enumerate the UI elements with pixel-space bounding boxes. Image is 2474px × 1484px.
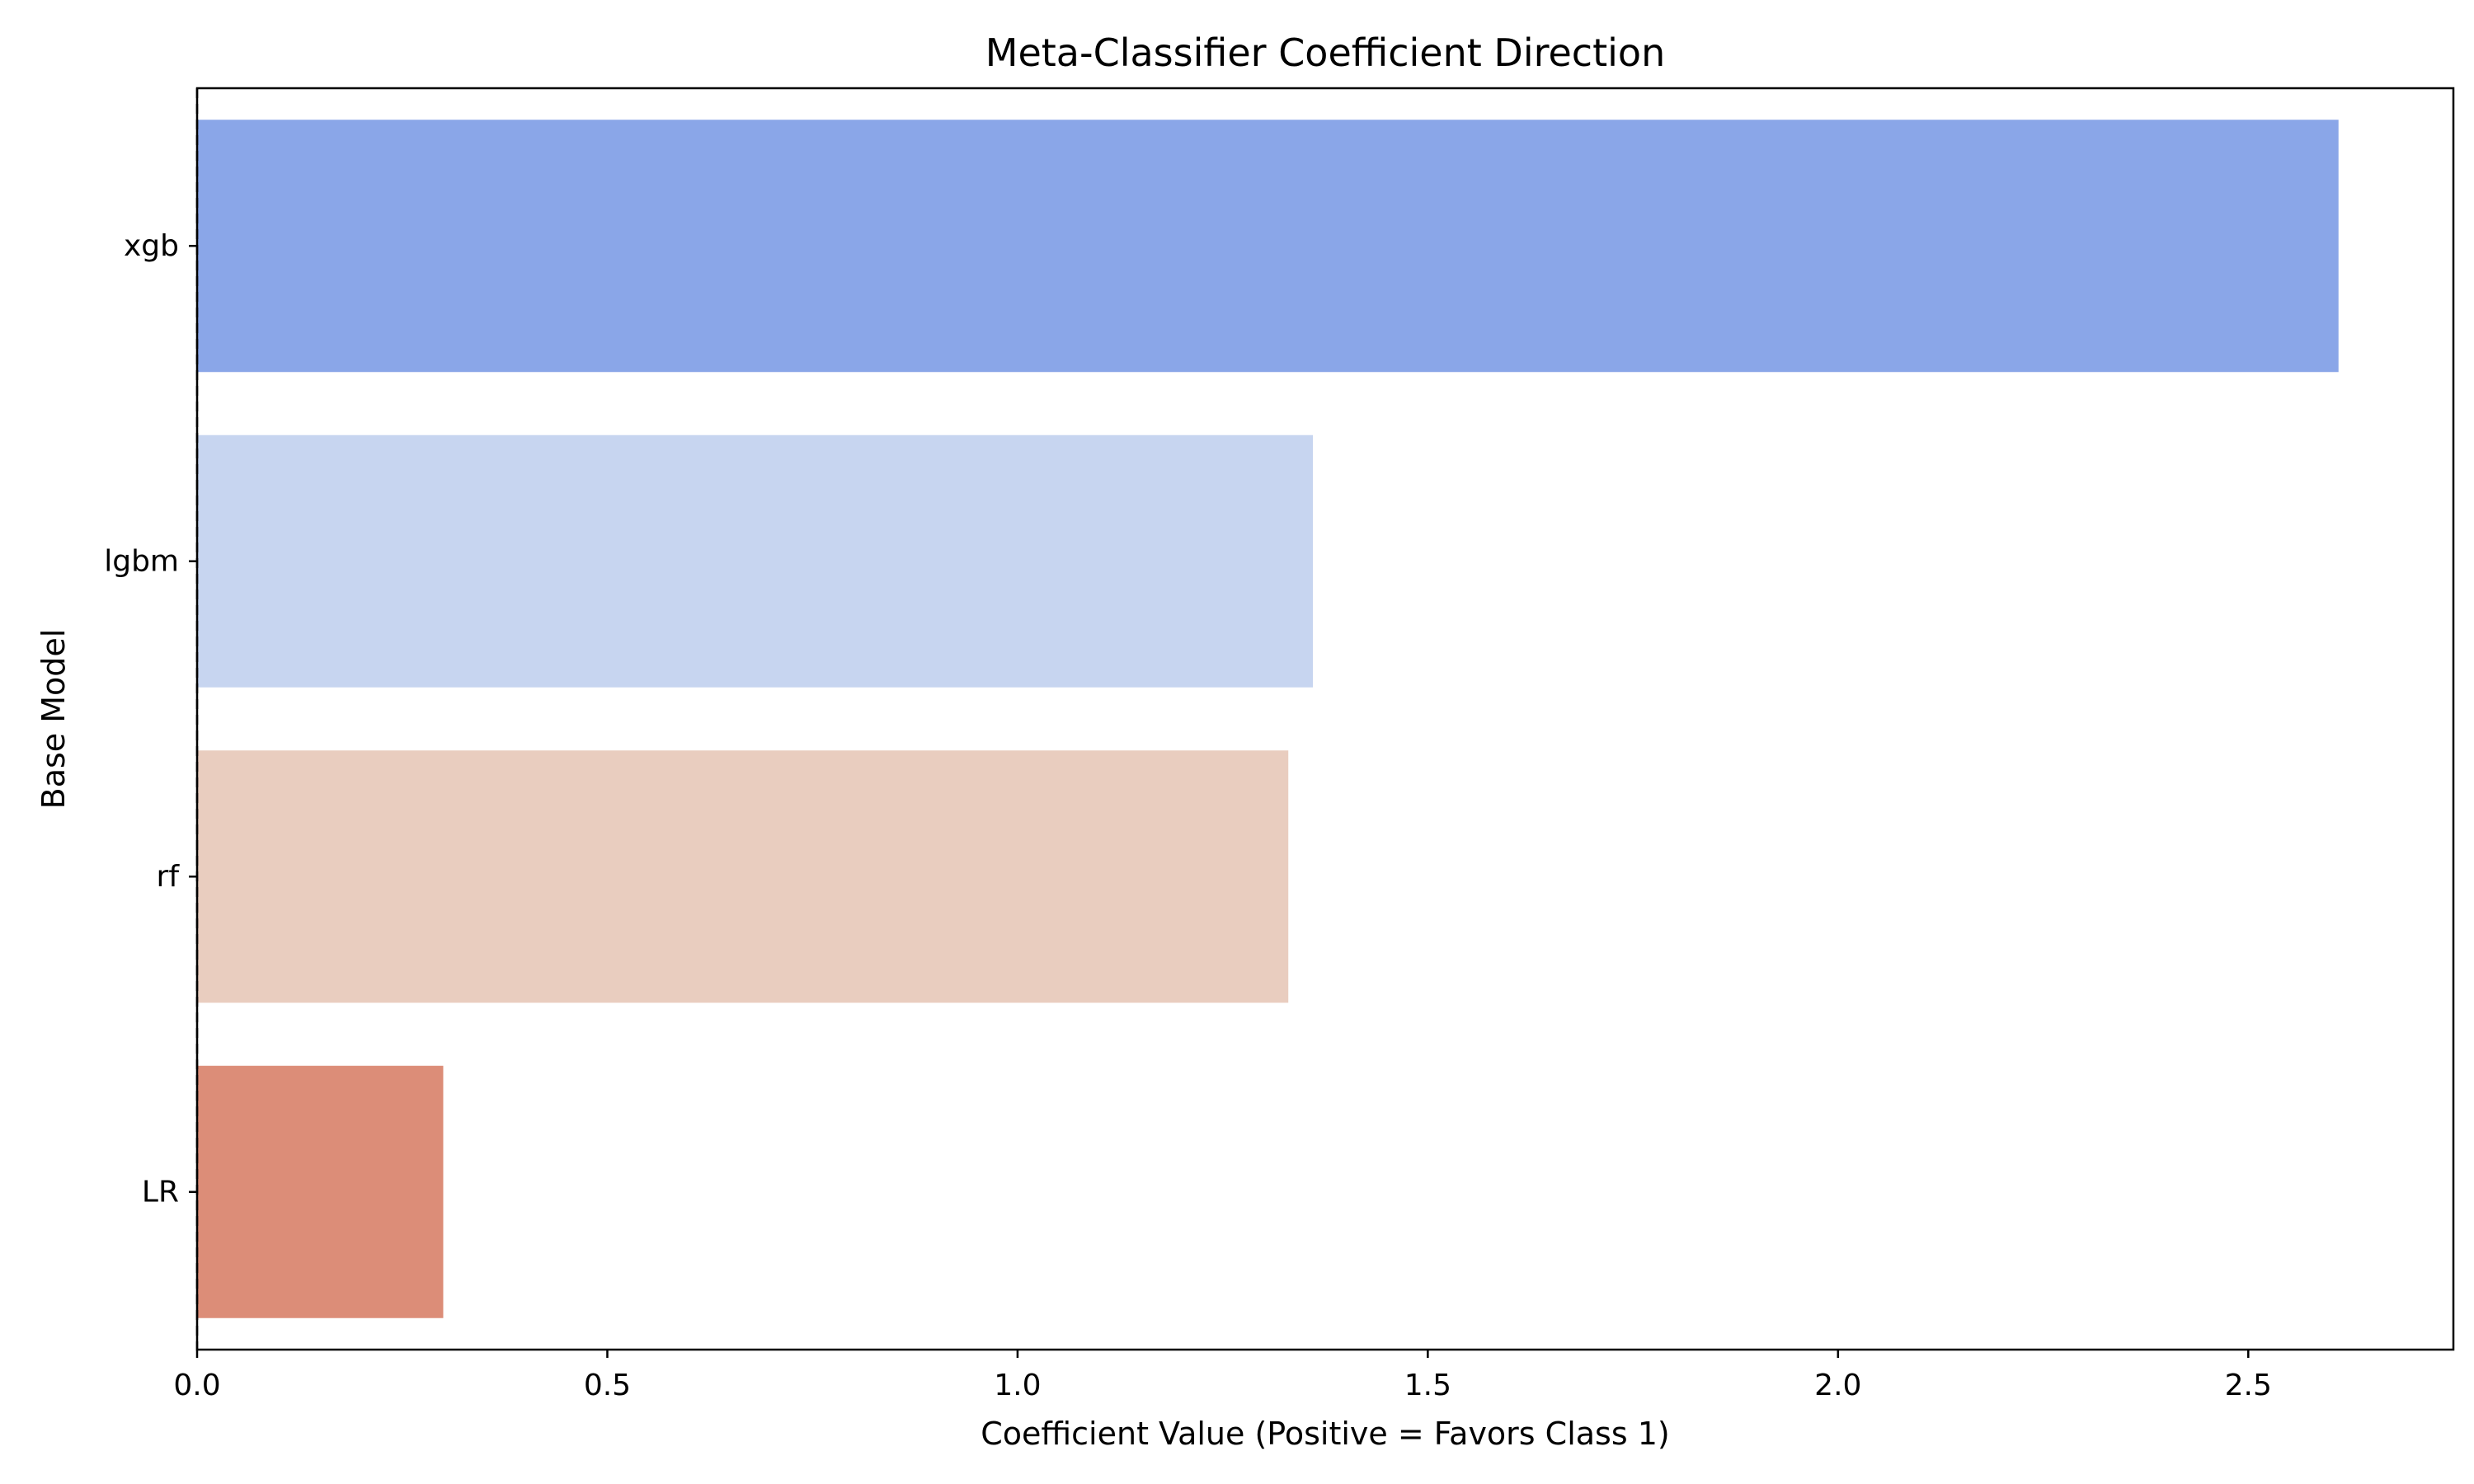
- y-axis-label: Base Model: [35, 629, 72, 810]
- y-tick-label: rf: [157, 860, 181, 894]
- x-axis-ticks: 0.0 0.5 1.0 1.5 2.0 2.5: [173, 1350, 2272, 1402]
- bar-rf: [197, 750, 1289, 1003]
- plot-frame: [195, 87, 2455, 1351]
- chart-title: Meta-Classifier Coefficient Direction: [985, 31, 1665, 75]
- bar-LR: [197, 1065, 444, 1318]
- bars-group: [197, 120, 2339, 1318]
- x-tick-label: 0.5: [584, 1369, 631, 1402]
- y-axis-ticks: xgb lgbm rf LR: [104, 229, 197, 1209]
- y-tick-label: LR: [142, 1175, 179, 1209]
- x-tick-label: 2.0: [1814, 1369, 1861, 1402]
- bar-lgbm: [197, 434, 1314, 688]
- x-tick-label: 2.5: [2225, 1369, 2272, 1402]
- bar-xgb: [197, 120, 2339, 373]
- y-tick-label: lgbm: [104, 544, 179, 578]
- y-tick-label: xgb: [124, 229, 179, 263]
- x-tick-label: 0.0: [173, 1369, 220, 1402]
- x-axis-label: Coefficient Value (Positive = Favors Cla…: [981, 1416, 1669, 1452]
- x-tick-label: 1.0: [994, 1369, 1041, 1402]
- x-tick-label: 1.5: [1404, 1369, 1451, 1402]
